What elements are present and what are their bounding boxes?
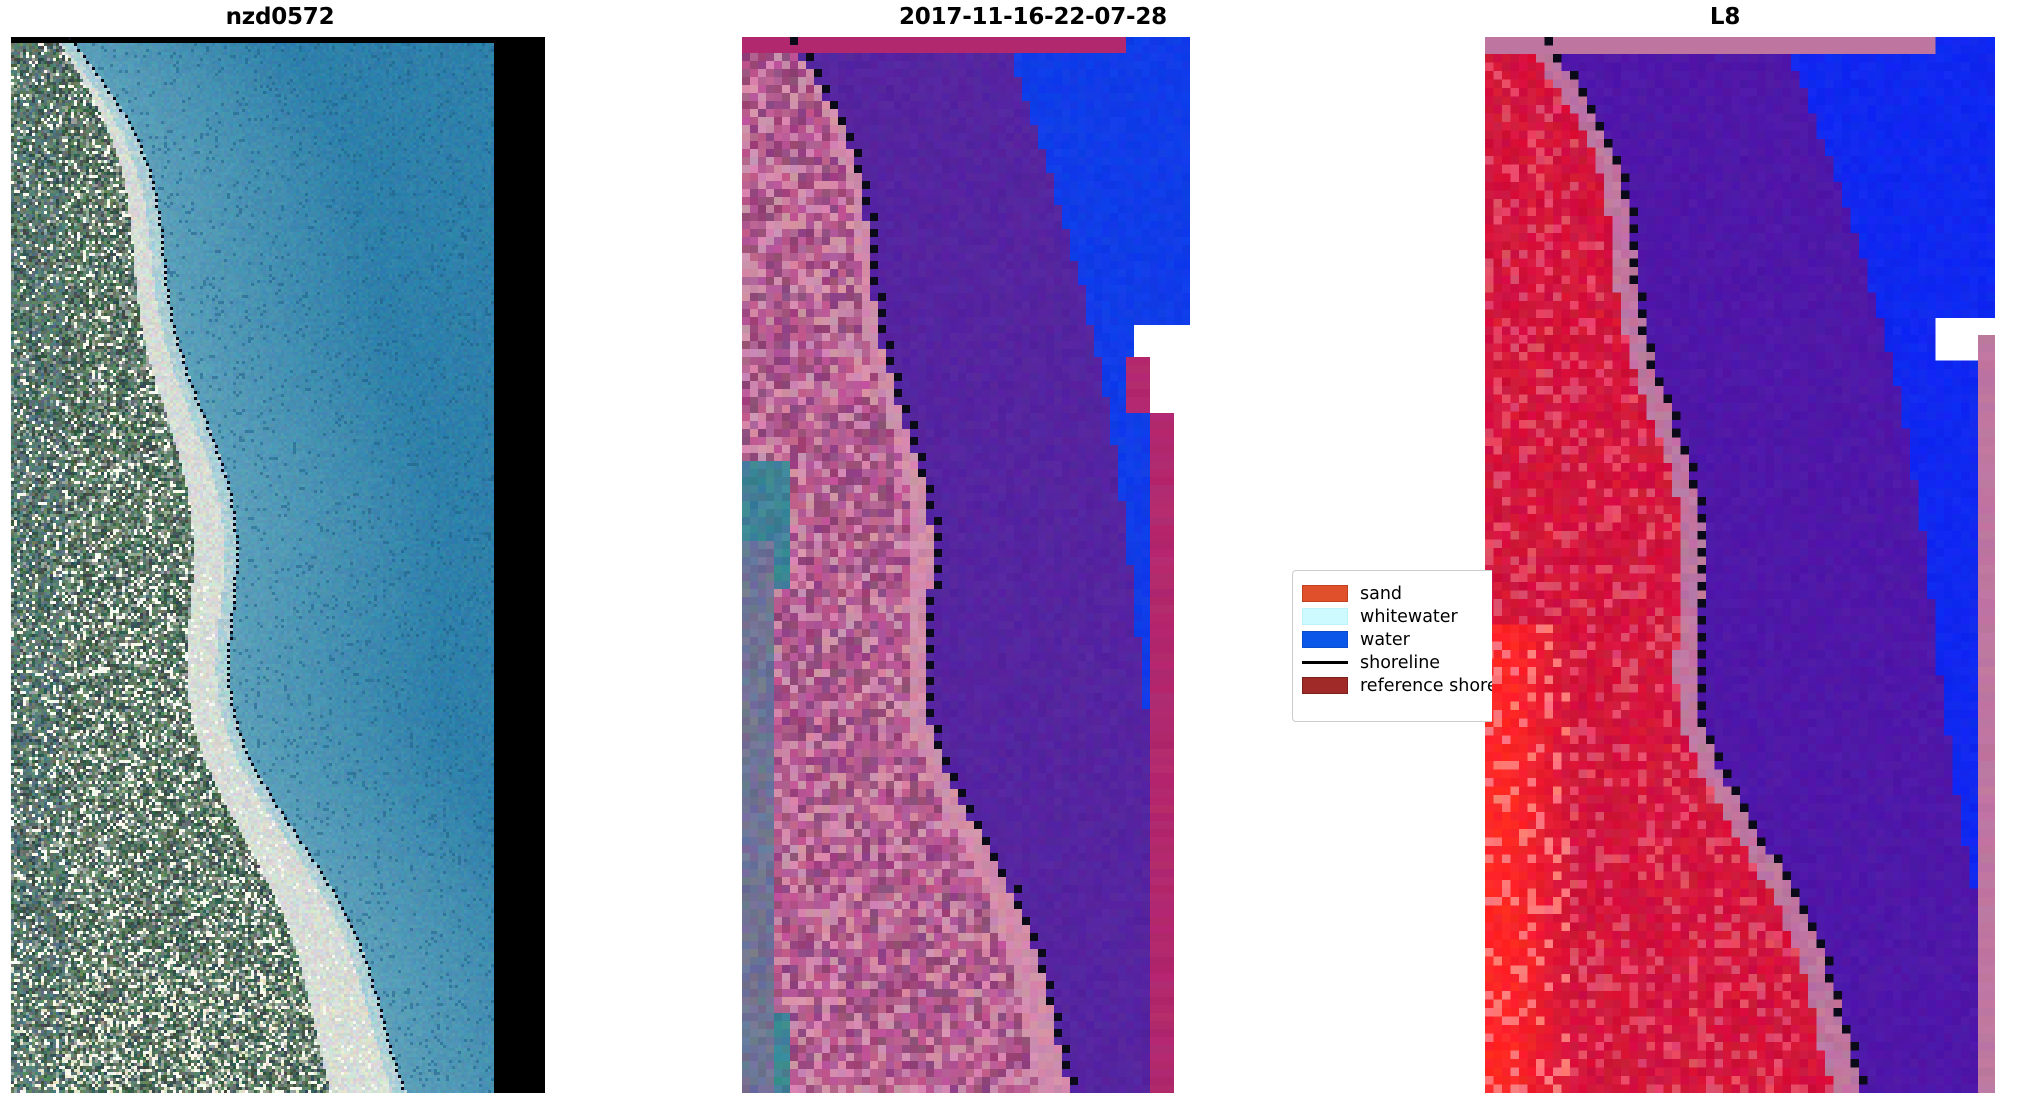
class-legend[interactable]: sand whitewater water shoreline referenc… — [1292, 570, 1492, 722]
reference-shoreline-swatch — [1302, 677, 1348, 694]
legend-label-reference-shoreline: reference shoreline — [1360, 675, 1492, 696]
class-legend-clip: sand whitewater water shoreline referenc… — [1292, 570, 1492, 730]
panel-rgb-title: nzd0572 — [225, 4, 335, 30]
panel-classified: 2017-11-16-22-07-28 — [700, 0, 1366, 1108]
sand-swatch — [1302, 585, 1348, 602]
panel-rgb: nzd0572 — [0, 0, 560, 1108]
water-swatch — [1302, 631, 1348, 648]
legend-label-whitewater: whitewater — [1360, 606, 1458, 627]
panel-classified-title: 2017-11-16-22-07-28 — [899, 4, 1167, 30]
classified-raster — [742, 37, 1190, 1093]
legend-item-shoreline[interactable]: shoreline — [1302, 651, 1492, 674]
legend-label-shoreline: shoreline — [1360, 652, 1441, 673]
legend-item-whitewater[interactable]: whitewater — [1302, 605, 1492, 628]
legend-item-reference-shoreline[interactable]: reference shoreline — [1302, 674, 1492, 697]
shoreline-line-marker — [1302, 654, 1348, 671]
legend-item-sand[interactable]: sand — [1302, 582, 1492, 605]
l8-index-raster — [1485, 37, 1995, 1093]
panel-l8-image[interactable] — [1485, 37, 1995, 1093]
panel-l8: L8 — [1455, 0, 2033, 1108]
panel-rgb-image[interactable] — [11, 37, 545, 1093]
legend-label-sand: sand — [1360, 583, 1403, 604]
panel-classified-image[interactable] — [742, 37, 1190, 1093]
legend-label-water: water — [1360, 629, 1410, 650]
rgb-satellite-raster — [11, 37, 545, 1093]
whitewater-swatch — [1302, 608, 1348, 625]
legend-item-water[interactable]: water — [1302, 628, 1492, 651]
panel-l8-title: L8 — [1709, 4, 1741, 30]
